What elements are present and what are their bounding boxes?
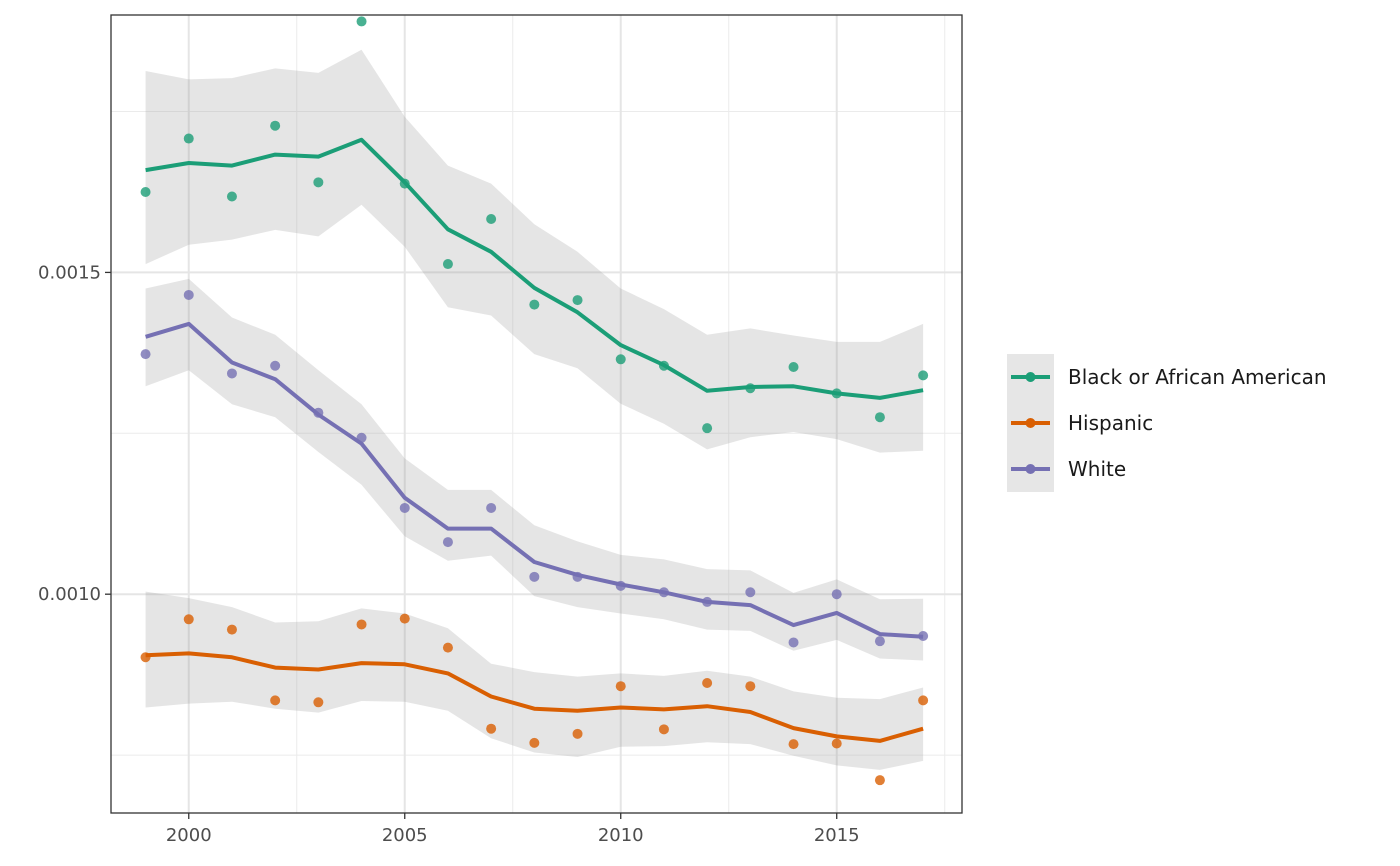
- data-point: [658, 360, 669, 371]
- data-point: [788, 362, 799, 373]
- data-point: [140, 652, 151, 663]
- data-point: [399, 502, 410, 513]
- data-point: [486, 502, 497, 513]
- panel-background: [111, 15, 962, 813]
- x-tick-label: 2005: [382, 825, 428, 846]
- data-point: [183, 133, 194, 144]
- data-point: [226, 368, 237, 379]
- x-axis: 2000 2005 2010 2015: [166, 813, 860, 846]
- data-point: [788, 739, 799, 750]
- x-tick-label: 2010: [598, 825, 644, 846]
- y-axis: 0.0010 0.0015: [38, 262, 111, 605]
- data-point: [874, 412, 885, 423]
- x-tick-label: 2015: [814, 825, 860, 846]
- legend: Black or African American Hispanic White: [1007, 354, 1327, 492]
- x-tick-label: 2000: [166, 825, 212, 846]
- data-point: [140, 186, 151, 197]
- data-point: [702, 423, 713, 434]
- series-line: [145, 321, 924, 639]
- data-point: [831, 738, 842, 749]
- data-point: [399, 178, 410, 189]
- legend-label: Black or African American: [1068, 365, 1327, 389]
- data-point: [658, 587, 669, 598]
- y-tick-label: 0.0015: [38, 262, 101, 283]
- data-point: [874, 636, 885, 647]
- data-point: [658, 724, 669, 735]
- data-point: [356, 619, 367, 630]
- series-line: [145, 137, 924, 400]
- data-point: [831, 388, 842, 399]
- legend-key-point: [1025, 464, 1036, 474]
- data-point: [486, 214, 497, 225]
- confidence-ribbon: [145, 49, 924, 453]
- legend-key-point: [1025, 418, 1036, 428]
- plot-border: [110, 14, 963, 814]
- data-point: [831, 589, 842, 600]
- data-point: [356, 432, 367, 443]
- data-point: [745, 383, 756, 394]
- confidence-ribbon: [145, 591, 924, 770]
- data-point: [442, 537, 453, 548]
- data-point: [615, 580, 626, 591]
- data-point: [270, 695, 281, 706]
- data-point: [529, 571, 540, 582]
- data-point: [788, 637, 799, 648]
- data-point: [442, 259, 453, 270]
- data-point: [702, 678, 713, 689]
- data-point: [918, 695, 929, 706]
- data-point: [226, 624, 237, 635]
- confidence-ribbon: [145, 278, 924, 661]
- data-point: [356, 16, 367, 27]
- series-line: [145, 651, 924, 743]
- data-point: [702, 596, 713, 607]
- y-tick-label: 0.0010: [38, 584, 101, 605]
- data-point: [313, 177, 324, 188]
- data-point: [313, 407, 324, 418]
- data-point: [140, 349, 151, 360]
- data-point: [745, 681, 756, 692]
- data-point: [572, 295, 583, 306]
- data-point: [270, 360, 281, 371]
- legend-label: Hispanic: [1068, 411, 1153, 435]
- data-point: [183, 614, 194, 625]
- legend-label: White: [1068, 457, 1126, 481]
- data-point: [442, 642, 453, 653]
- data-point: [529, 299, 540, 310]
- data-point: [270, 120, 281, 131]
- plot-panel: [111, 15, 962, 813]
- data-point: [918, 370, 929, 381]
- data-point: [745, 587, 756, 598]
- data-point: [572, 728, 583, 739]
- data-point: [486, 723, 497, 734]
- data-point: [183, 289, 194, 300]
- data-point: [399, 613, 410, 624]
- data-points: [140, 16, 929, 786]
- data-point: [615, 681, 626, 692]
- data-point: [918, 631, 929, 642]
- data-point: [529, 737, 540, 748]
- confidence-ribbons: [145, 49, 924, 770]
- grid-lines: [111, 15, 962, 813]
- data-point: [615, 354, 626, 365]
- fit-lines: [145, 137, 924, 743]
- data-point: [313, 697, 324, 708]
- data-point: [572, 571, 583, 582]
- data-point: [226, 191, 237, 202]
- data-point: [874, 775, 885, 786]
- legend-key-point: [1025, 372, 1036, 382]
